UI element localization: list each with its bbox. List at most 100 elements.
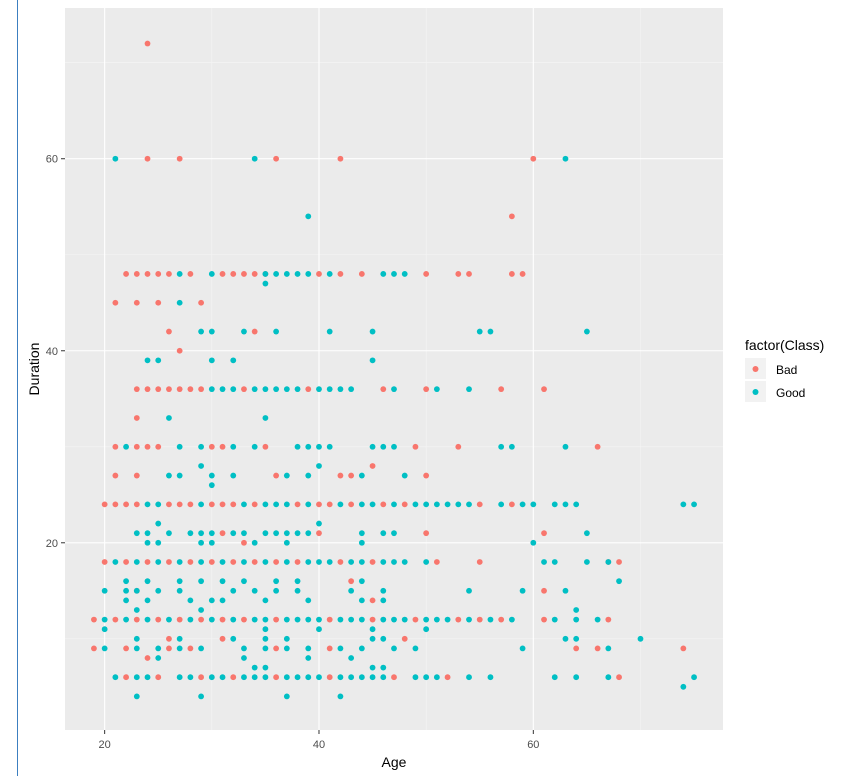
data-point-bad bbox=[369, 559, 376, 565]
data-point-good bbox=[508, 443, 515, 450]
data-point-good bbox=[305, 501, 312, 508]
axes-layer: 20 40 60 20 40 60 bbox=[46, 154, 540, 751]
data-point-good bbox=[348, 386, 355, 393]
data-point-good bbox=[326, 443, 333, 450]
data-point-good bbox=[380, 559, 387, 565]
data-point-good bbox=[487, 328, 494, 335]
data-point-bad bbox=[198, 386, 205, 393]
data-point-bad bbox=[594, 645, 601, 652]
data-point-good bbox=[251, 386, 258, 393]
data-point-good bbox=[208, 271, 215, 277]
data-point-good bbox=[433, 386, 440, 393]
data-point-bad bbox=[541, 616, 547, 623]
data-point-good bbox=[176, 587, 183, 594]
data-point-bad bbox=[176, 501, 183, 508]
y-tick-label: 20 bbox=[46, 538, 58, 550]
data-point-good bbox=[262, 626, 269, 633]
data-point-good bbox=[241, 328, 247, 335]
data-point-good bbox=[369, 664, 376, 671]
data-point-good bbox=[380, 587, 387, 594]
data-point-good bbox=[133, 607, 140, 613]
data-point-good bbox=[230, 472, 237, 479]
data-point-good bbox=[541, 559, 547, 565]
data-point-bad bbox=[230, 271, 237, 277]
data-point-good bbox=[144, 578, 151, 585]
data-point-bad bbox=[380, 386, 387, 393]
data-point-bad bbox=[412, 443, 419, 450]
data-point-good bbox=[358, 616, 365, 623]
data-point-good bbox=[166, 415, 172, 421]
data-point-bad bbox=[294, 559, 301, 565]
data-point-bad bbox=[176, 386, 183, 393]
data-point-bad bbox=[144, 386, 151, 393]
data-point-good bbox=[380, 664, 387, 671]
data-point-good bbox=[423, 616, 430, 623]
data-point-good bbox=[208, 386, 215, 393]
data-point-bad bbox=[337, 559, 344, 565]
data-point-good bbox=[305, 472, 312, 479]
data-point-good bbox=[316, 463, 322, 469]
data-point-good bbox=[283, 386, 290, 393]
data-point-good bbox=[476, 328, 483, 335]
data-point-bad bbox=[219, 616, 226, 623]
legend-marker-good bbox=[752, 389, 759, 395]
data-point-bad bbox=[455, 443, 462, 450]
data-point-bad bbox=[605, 616, 612, 623]
data-point-good bbox=[133, 693, 140, 700]
data-point-good bbox=[498, 443, 505, 450]
data-point-good bbox=[583, 328, 590, 335]
data-point-good bbox=[273, 328, 280, 335]
data-point-good bbox=[144, 597, 151, 604]
data-point-bad bbox=[219, 530, 226, 537]
data-point-good bbox=[401, 472, 408, 479]
data-point-good bbox=[337, 616, 344, 623]
data-point-good bbox=[166, 472, 172, 479]
data-point-good bbox=[155, 501, 162, 508]
data-point-good bbox=[423, 501, 430, 508]
data-point-good bbox=[551, 501, 558, 508]
data-point-good bbox=[594, 616, 601, 623]
legend: factor(Class) Bad Good bbox=[745, 337, 824, 402]
data-point-good bbox=[283, 559, 290, 565]
data-point-bad bbox=[112, 472, 119, 479]
data-point-good bbox=[391, 616, 397, 623]
data-point-good bbox=[519, 587, 526, 594]
data-point-bad bbox=[616, 559, 622, 565]
data-point-good bbox=[198, 693, 205, 700]
data-point-bad bbox=[476, 501, 483, 508]
data-point-good bbox=[380, 616, 387, 623]
data-point-bad bbox=[208, 443, 215, 450]
data-point-good bbox=[230, 357, 237, 364]
data-point-good bbox=[208, 539, 215, 546]
data-point-good bbox=[358, 674, 365, 681]
window-left-border bbox=[17, 0, 18, 776]
data-point-good bbox=[155, 587, 162, 594]
data-point-good bbox=[101, 587, 108, 594]
data-point-good bbox=[401, 271, 408, 277]
data-point-good bbox=[369, 328, 376, 335]
data-point-good bbox=[358, 539, 365, 546]
data-point-bad bbox=[176, 155, 183, 162]
data-point-bad bbox=[91, 645, 97, 652]
data-point-bad bbox=[166, 386, 172, 393]
legend-title: factor(Class) bbox=[745, 337, 824, 353]
data-point-good bbox=[487, 674, 494, 681]
data-point-bad bbox=[144, 271, 151, 277]
data-point-good bbox=[573, 635, 580, 642]
data-point-bad bbox=[241, 271, 247, 277]
data-point-good bbox=[262, 645, 269, 652]
data-point-bad bbox=[133, 299, 140, 306]
data-point-good bbox=[155, 655, 162, 661]
data-point-good bbox=[144, 539, 151, 546]
data-point-bad bbox=[444, 674, 451, 681]
data-point-good bbox=[241, 559, 247, 565]
data-point-good bbox=[198, 463, 205, 469]
data-point-good bbox=[358, 578, 365, 585]
data-point-bad bbox=[133, 271, 140, 277]
points-layer bbox=[91, 40, 697, 700]
x-tick-label: 40 bbox=[313, 739, 325, 751]
data-point-good bbox=[176, 271, 183, 277]
data-point-bad bbox=[155, 616, 162, 623]
data-point-bad bbox=[198, 616, 205, 623]
